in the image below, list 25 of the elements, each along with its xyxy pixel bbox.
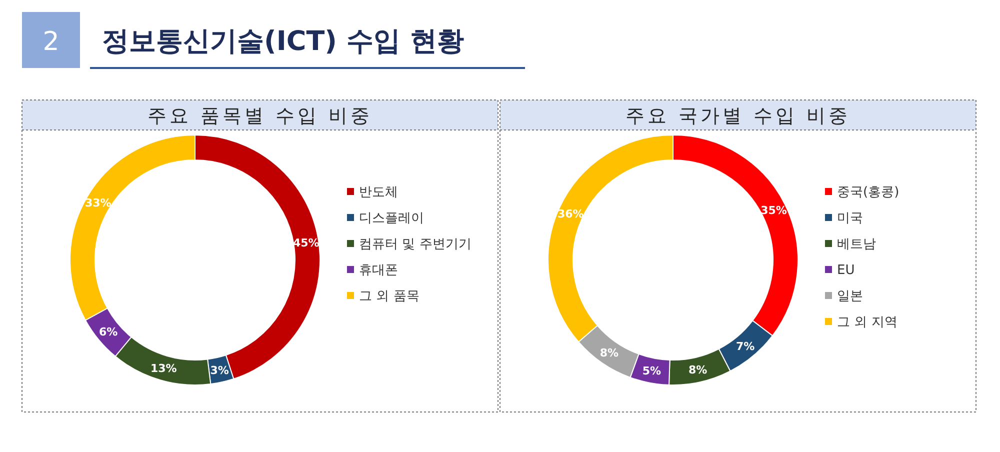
data-label: 36% — [557, 207, 584, 220]
legend-label: 그 외 품목 — [359, 289, 420, 304]
data-label: 13% — [150, 362, 177, 376]
legend-label: 미국 — [837, 211, 863, 226]
legend-label: 반도체 — [359, 185, 398, 200]
data-label: 7% — [736, 340, 755, 354]
legend-label: EU — [837, 263, 855, 278]
data-label: 3% — [210, 364, 229, 377]
legend-label: 컴퓨터 및 주변기기 — [359, 237, 472, 252]
data-label: 8% — [600, 346, 619, 360]
legend-label: 베트남 — [837, 237, 876, 252]
data-label: 33% — [84, 196, 112, 210]
text: 정보통신기술(ICT) 수입 현황 — [102, 26, 464, 57]
legend-label: 중국(홍콩) — [837, 185, 900, 200]
text: 2 — [42, 27, 60, 57]
chart-title: 주요 품목별 수입 비중 — [147, 105, 373, 127]
chart-title: 주요 국가별 수입 비중 — [625, 105, 851, 127]
data-label: 6% — [98, 326, 118, 339]
legend-label: 디스플레이 — [359, 211, 424, 226]
data-label: 8% — [688, 364, 708, 377]
data-label: 35% — [760, 204, 787, 218]
data-label: 5% — [642, 364, 662, 378]
legend-label: 그 외 지역 — [837, 315, 898, 330]
legend-label: 일본 — [837, 289, 863, 304]
legend-label: 휴대폰 — [359, 263, 398, 278]
